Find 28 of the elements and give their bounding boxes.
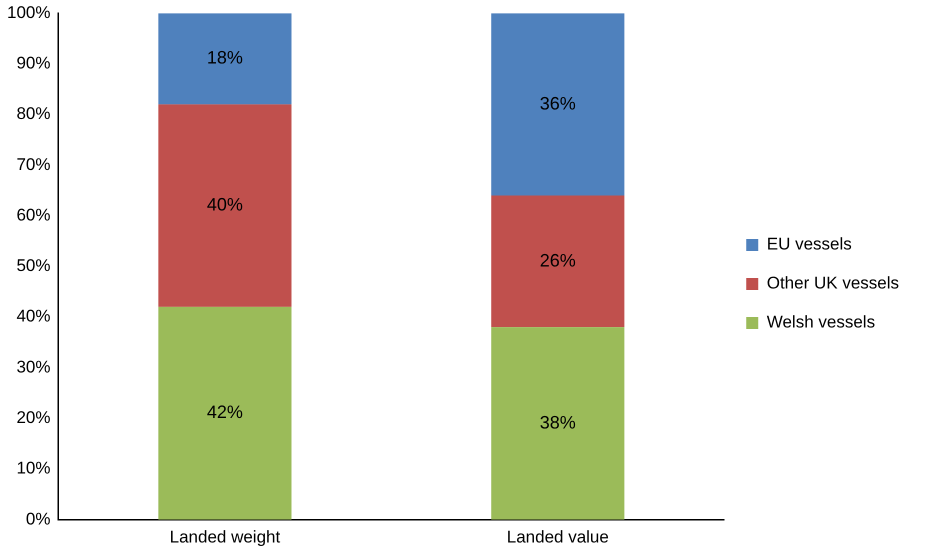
data-label: 38% xyxy=(540,412,576,432)
data-label: 40% xyxy=(206,194,243,215)
y-tick-label: 50% xyxy=(16,256,50,276)
bar xyxy=(158,13,292,104)
y-tick-label: 20% xyxy=(16,408,50,428)
y-tick-label: 80% xyxy=(16,104,50,124)
bar xyxy=(491,196,624,328)
bar xyxy=(158,306,292,520)
bar xyxy=(158,104,292,307)
data-label: 36% xyxy=(540,93,576,114)
y-tick-label: 60% xyxy=(16,205,50,224)
legend-label: Welsh vessels xyxy=(766,312,876,332)
bar xyxy=(491,13,624,196)
legend-label: EU vessels xyxy=(766,234,852,254)
x-tick-label: Landed weight xyxy=(170,527,280,546)
y-tick-label: 90% xyxy=(16,54,50,73)
y-tick-label: 10% xyxy=(16,458,50,478)
legend-label: Other UK vessels xyxy=(766,274,899,293)
y-tick-label: 70% xyxy=(16,154,50,174)
data-label: 42% xyxy=(206,402,243,422)
y-tick-label: 0% xyxy=(26,509,50,528)
x-tick-label: Landed value xyxy=(506,527,609,546)
bar xyxy=(491,327,624,520)
data-label: 26% xyxy=(540,250,576,270)
y-tick-label: 40% xyxy=(16,306,50,326)
y-tick-label: 30% xyxy=(16,357,50,376)
y-tick-label: 100% xyxy=(6,2,50,22)
data-label: 18% xyxy=(206,48,243,68)
